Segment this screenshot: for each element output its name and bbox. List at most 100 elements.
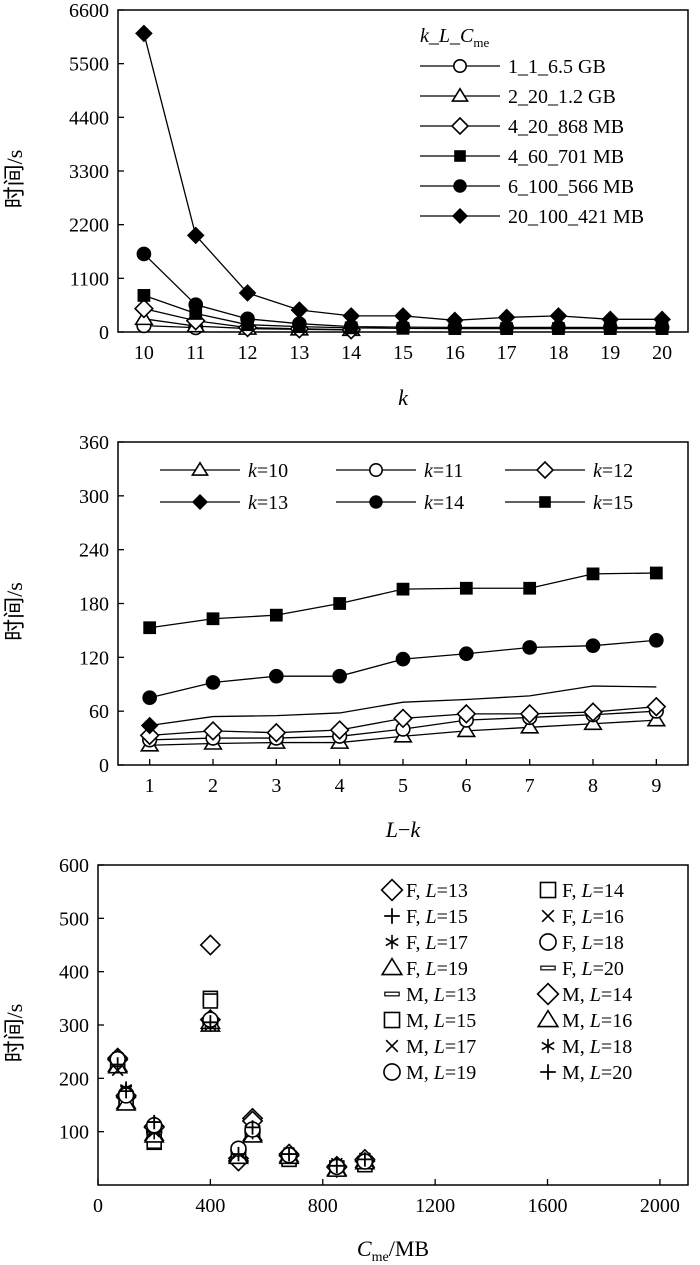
marker-diamond-filled xyxy=(446,311,464,330)
marker-shape xyxy=(583,714,603,731)
legend-label-var: L xyxy=(433,1010,445,1032)
x-tick-label: 800 xyxy=(308,1195,338,1217)
legend-label-prefix: M, xyxy=(406,984,434,1006)
marker-shape xyxy=(380,957,404,976)
marker-square-filled xyxy=(649,566,663,580)
x-tick-label: 19 xyxy=(600,342,620,364)
marker-shape xyxy=(541,909,555,923)
marker-shape xyxy=(384,908,400,924)
legend-label: M, L=19 xyxy=(406,1062,476,1084)
legend-label: k=12 xyxy=(593,460,633,482)
marker-diamond-filled xyxy=(653,310,671,329)
legend-label-prefix: M, xyxy=(406,1010,434,1032)
marker-shape xyxy=(586,567,600,581)
x-tick-label: 12 xyxy=(238,342,258,364)
x-axis-label: L−k xyxy=(385,817,422,842)
marker-diamond-filled xyxy=(452,208,468,224)
marker-shape xyxy=(205,675,221,690)
marker-shape xyxy=(535,460,555,480)
legend-label-prefix: F, xyxy=(406,880,426,902)
marker-triangle-open xyxy=(380,957,404,976)
legend-label-value: =13 xyxy=(445,984,476,1006)
legend-label-var: L xyxy=(589,1062,601,1084)
marker-shape xyxy=(110,1057,125,1072)
legend-label: k=10 xyxy=(248,460,288,482)
marker-diamond-open xyxy=(203,720,223,741)
legend-label-value: =18 xyxy=(601,1036,632,1058)
y-tick-label: 500 xyxy=(59,908,89,930)
marker-shape xyxy=(519,703,540,724)
marker-diamond-open xyxy=(456,703,477,724)
marker-diamond-filled xyxy=(342,307,360,325)
marker-shape xyxy=(396,582,410,596)
legend-label-var: L xyxy=(433,1036,445,1058)
marker-diamond-filled xyxy=(549,307,568,325)
x-axis-label-k: k xyxy=(410,817,421,842)
marker-diamond-open xyxy=(329,720,350,740)
legend-label-value: =19 xyxy=(445,1062,476,1084)
y-tick-label: 1100 xyxy=(70,268,109,290)
marker-shape xyxy=(142,690,157,706)
marker-shape xyxy=(380,878,404,902)
y-tick-label: 2200 xyxy=(69,215,109,237)
marker-circle-filled xyxy=(332,668,347,684)
marker-cross xyxy=(541,909,555,923)
marker-shape xyxy=(539,881,557,899)
y-tick-label: 6600 xyxy=(69,0,109,22)
marker-shape xyxy=(646,696,667,717)
marker-triangle-open xyxy=(519,717,540,734)
marker-shape xyxy=(143,621,157,635)
legend-label-value: =10 xyxy=(257,460,288,482)
marker-shape xyxy=(188,297,204,312)
marker-triangle-open xyxy=(583,714,603,731)
marker-shape xyxy=(452,208,468,224)
legend-label-value: =20 xyxy=(601,1062,632,1084)
y-tick-label: 60 xyxy=(89,701,109,723)
marker-square-open xyxy=(202,993,219,1009)
legend-label-value: =11 xyxy=(433,460,464,482)
marker-shape xyxy=(384,991,400,997)
marker-shape xyxy=(452,58,467,73)
legend-label-value: =15 xyxy=(602,492,633,514)
x-tick-label: 15 xyxy=(393,342,413,364)
marker-shape xyxy=(329,720,350,740)
legend-label-var: L xyxy=(589,1010,601,1032)
legend-label: F, L=17 xyxy=(406,932,468,954)
legend-label-var: L xyxy=(425,880,437,902)
marker-shape xyxy=(137,289,151,302)
marker-diamond-open xyxy=(393,708,413,729)
marker-shape xyxy=(497,308,516,327)
legend-label-prefix: F, xyxy=(562,932,582,954)
y-tick-label: 240 xyxy=(79,540,109,562)
legend-label-value: =19 xyxy=(437,958,468,980)
legend-label-var: L xyxy=(589,1036,601,1058)
x-tick-label: 1200 xyxy=(415,1195,455,1217)
legend-label-value: =16 xyxy=(593,906,624,928)
marker-shape xyxy=(536,1009,560,1028)
marker-shape xyxy=(549,307,568,325)
marker-plus xyxy=(281,1146,297,1162)
legend-title: k_L_Cme xyxy=(420,25,489,50)
marker-shape xyxy=(540,1064,556,1080)
legend-label: 6_100_566 MB xyxy=(508,176,634,198)
legend-label: F, L=19 xyxy=(406,958,468,980)
x-tick-label: 14 xyxy=(341,342,361,364)
marker-circle-filled xyxy=(453,179,467,193)
y-tick-label: 180 xyxy=(79,594,109,616)
marker-circle-open xyxy=(539,933,557,951)
legend-label: F, L=20 xyxy=(562,958,624,980)
marker-plus xyxy=(357,1152,373,1167)
marker-dash xyxy=(540,965,556,971)
chart-1: 10 11 12 13 14 15 16 17 18 19 20 0 1100 2200 3300 4400 5… xyxy=(2,0,689,410)
x-tick-label: 20 xyxy=(652,342,672,364)
x-tick-label: 3 xyxy=(271,775,281,797)
marker-shape xyxy=(585,638,601,653)
legend-label-value: =18 xyxy=(593,932,624,954)
marker-square-filled xyxy=(454,150,466,162)
marker-square-filled xyxy=(333,597,347,610)
y-tick-label: 360 xyxy=(79,432,109,454)
marker-triangle-open xyxy=(451,87,469,102)
legend-label-prefix: F, xyxy=(562,958,582,980)
